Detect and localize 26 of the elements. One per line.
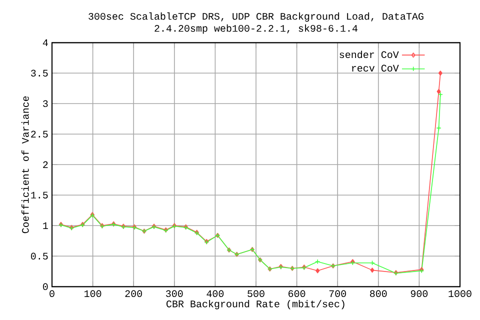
x-tick-label: 800 bbox=[370, 290, 387, 298]
chart-subtitle: 2.4.20smp web100-2.2.1, sk98-6.1.4 bbox=[154, 24, 358, 34]
x-tick-label: 500 bbox=[248, 290, 264, 298]
y-tick-label: 0 bbox=[43, 283, 48, 290]
legend-label: recv CoV bbox=[352, 64, 399, 72]
x-tick-label: 200 bbox=[125, 290, 142, 298]
x-tick-label: 1000 bbox=[448, 290, 472, 298]
y-tick-label: 1 bbox=[43, 222, 48, 229]
chart-title: 300sec ScalableTCP DRS, UDP CBR Background Load, DataTAG bbox=[88, 12, 424, 22]
x-tick-label: 600 bbox=[288, 290, 306, 298]
x-tick-label: 300 bbox=[166, 290, 183, 298]
x-tick-label: 900 bbox=[410, 290, 428, 298]
y-tick-label: 2.5 bbox=[31, 130, 48, 138]
x-axis-title: CBR Background Rate (mbit/sec) bbox=[166, 300, 344, 310]
y-tick-label: 4 bbox=[42, 39, 48, 46]
y-tick-label: 3 bbox=[43, 100, 48, 108]
y-axis-title: Coefficient of Variance bbox=[21, 96, 29, 234]
x-tick-label: 700 bbox=[329, 290, 346, 298]
x-tick-label: 100 bbox=[84, 290, 102, 298]
y-tick-label: 0.5 bbox=[31, 252, 48, 260]
legend-label: sender CoV bbox=[340, 50, 399, 58]
y-tick-label: 3.5 bbox=[31, 70, 48, 77]
x-tick-label: 400 bbox=[206, 290, 224, 298]
x-tick-label: 0 bbox=[50, 290, 54, 298]
y-tick-label: 2 bbox=[43, 161, 48, 168]
y-tick-label: 1.5 bbox=[31, 192, 48, 199]
